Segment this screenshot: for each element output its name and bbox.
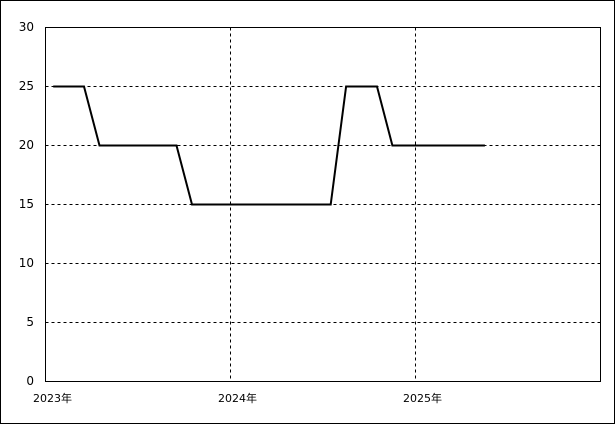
y-tick-label: 30 — [19, 20, 34, 34]
y-tick-label: 15 — [19, 197, 34, 211]
y-tick-label: 5 — [26, 315, 34, 329]
x-tick-label: 2024年 — [218, 391, 257, 405]
line — [53, 85, 485, 206]
x-tick-label: 2023年 — [33, 391, 72, 405]
plot-frame — [45, 27, 601, 382]
y-tick-label: 0 — [26, 374, 34, 388]
y-tick-label: 25 — [19, 79, 34, 93]
y-tick-label: 10 — [19, 256, 34, 270]
y-tick-label: 20 — [19, 138, 34, 152]
x-tick-label: 2025年 — [403, 391, 442, 405]
